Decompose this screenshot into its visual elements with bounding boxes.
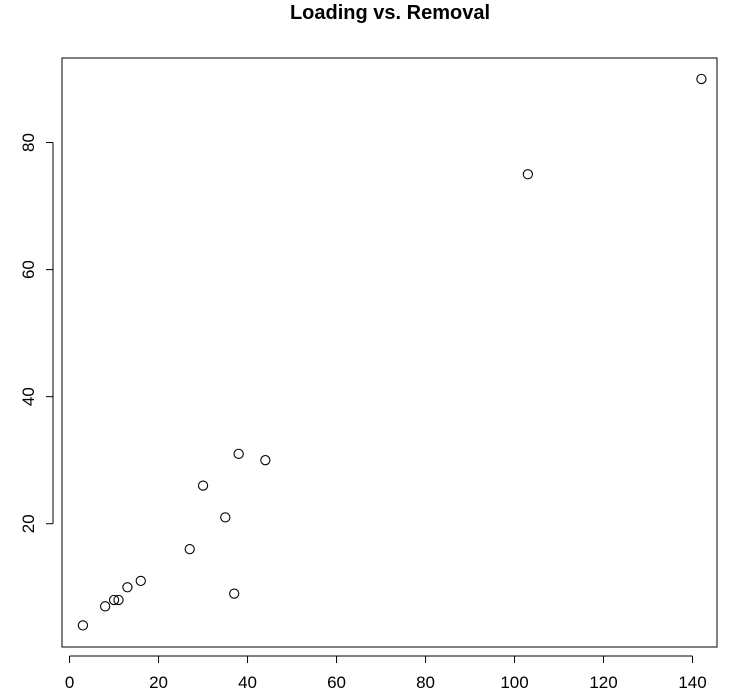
plot-frame — [61, 57, 718, 648]
x-tick-label: 0 — [65, 673, 74, 692]
x-tick-label: 140 — [678, 673, 706, 692]
data-point — [122, 582, 133, 593]
x-axis: 0 20 40 60 80 100 120 140 — [65, 655, 707, 692]
data-point — [113, 594, 124, 606]
data-points — [77, 73, 707, 631]
x-tick-label: 40 — [238, 673, 257, 692]
data-point — [184, 544, 195, 555]
data-point — [522, 169, 534, 180]
x-tick-label: 20 — [149, 673, 168, 692]
data-point — [77, 620, 89, 631]
data-point — [696, 73, 707, 85]
y-axis: 20 40 60 80 — [19, 133, 54, 533]
data-point — [108, 594, 120, 606]
data-point — [197, 480, 209, 491]
y-tick-label: 60 — [19, 260, 38, 279]
x-tick-label: 100 — [500, 673, 528, 692]
data-point — [100, 601, 111, 612]
y-tick-label: 20 — [19, 514, 38, 533]
data-point — [135, 575, 146, 587]
y-tick-label: 40 — [19, 387, 38, 406]
data-point — [233, 448, 244, 459]
x-tick-label: 80 — [416, 673, 435, 692]
x-tick-label: 120 — [589, 673, 617, 692]
x-tick-label: 60 — [327, 673, 346, 692]
data-point — [260, 455, 271, 466]
y-tick-label: 80 — [19, 133, 38, 152]
data-point — [229, 588, 240, 599]
data-point — [220, 512, 231, 523]
chart-title: Loading vs. Removal — [290, 2, 490, 24]
